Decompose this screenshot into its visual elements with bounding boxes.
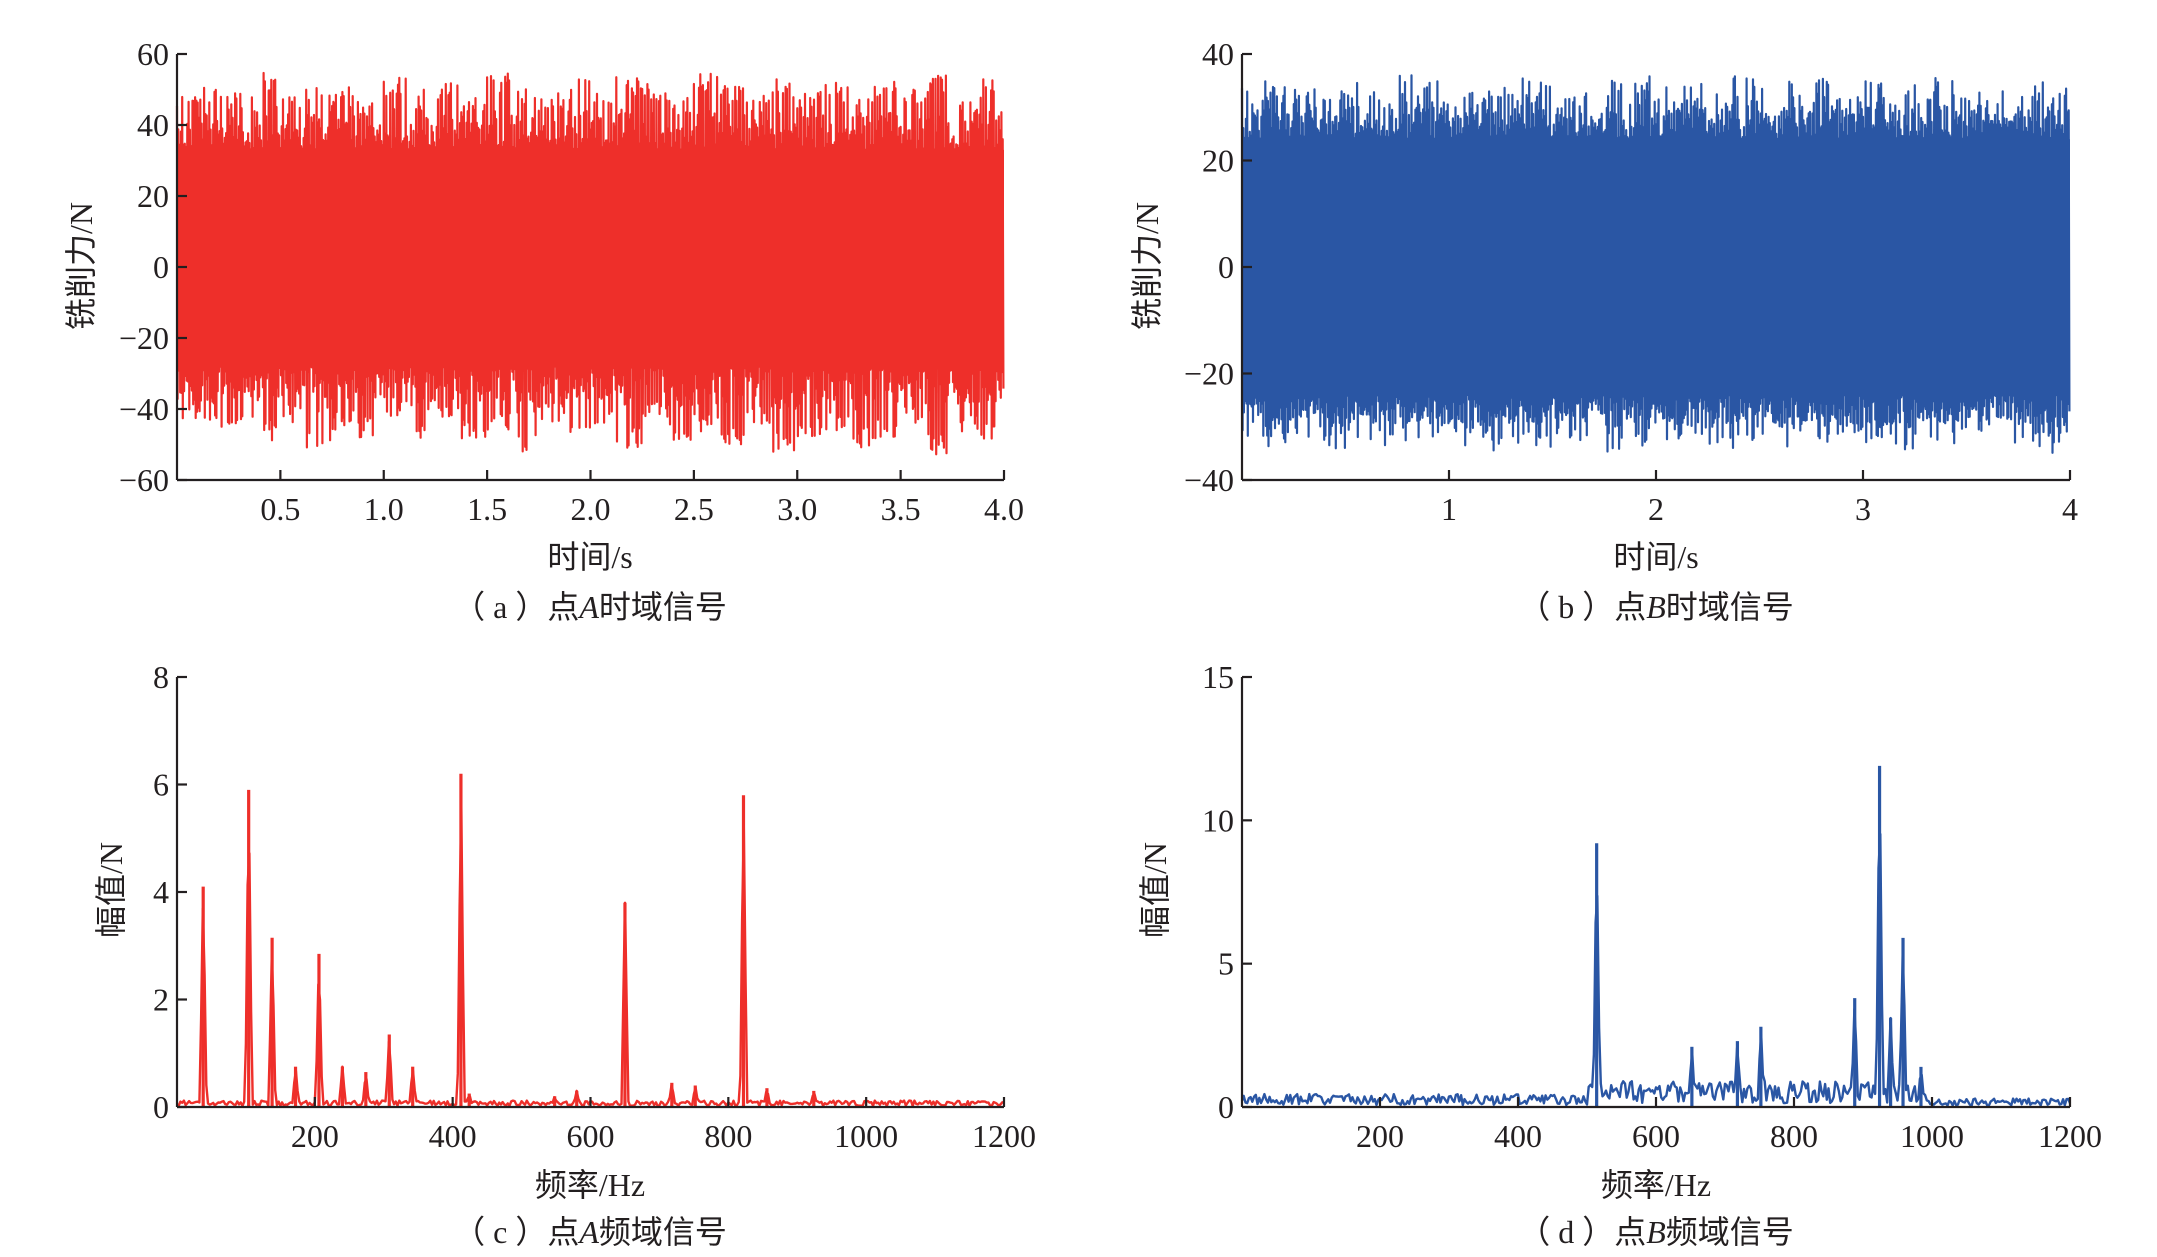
panel-b-x-tick-label: 2 [1648,491,1664,527]
panel-a: 60 40 20 0 −20 −40 −60 0.5 1.0 1.5 2.0 2.5 3.0 3.5 4.0… [63,36,1024,625]
panel-c-x-tick-label: 1200 [972,1118,1036,1154]
panel-a-y-tick-label: −40 [119,391,169,427]
panel-b-x-tick-label: 1 [1441,491,1457,527]
panel-c-y-tick-label: 4 [153,874,169,910]
panel-d-caption-suffix: 频域信号 [1666,1214,1794,1250]
panel-b-x-tick-label: 3 [1855,491,1871,527]
panel-c-x-tick-label: 200 [291,1118,339,1154]
panel-d-x-tick-label: 400 [1494,1118,1542,1154]
panel-d-spectrum-line [1240,832,2072,1107]
panel-d-x-tick-label: 800 [1770,1118,1818,1154]
panel-a-caption-prefix: （ a ）点 [453,589,579,625]
panel-d-caption: （ d ）点B频域信号 [1518,1214,1794,1250]
panel-d-caption-prefix: （ d ）点 [1518,1214,1646,1250]
panel-a-signal-line [175,71,1005,456]
panel-b-axes: 40 20 0 −20 −40 1 2 3 4 [1184,36,2078,527]
panel-c-x-tick-label: 1000 [834,1118,898,1154]
panel-c-x-tick-label: 400 [429,1118,477,1154]
panel-a-y-tick-label: 20 [137,178,169,214]
panel-b-caption-prefix: （ b ）点 [1518,589,1646,625]
panel-a-x-tick-label: 1.0 [364,491,404,527]
panel-a-caption-suffix: 时域信号 [599,589,727,625]
panel-d-ylabel: 幅值/N [1137,842,1173,938]
panel-b-series [1240,74,2071,454]
panel-b-y-tick-label: 0 [1218,249,1234,285]
panel-c-caption-suffix: 频域信号 [599,1214,727,1250]
panel-b-y-tick-label: −20 [1184,356,1234,392]
panel-c-x-tick-label: 600 [567,1118,615,1154]
panel-a-y-tick-label: 40 [137,107,169,143]
panel-c-caption: （ c ）点A频域信号 [453,1214,727,1250]
panel-d-series [1240,765,2072,1107]
panel-c-xlabel: 频率/Hz [535,1167,645,1203]
panel-c-axes: 8 6 4 2 0 200 400 600 800 1000 1200 [153,659,1036,1154]
panel-a-caption: （ a ）点A时域信号 [453,589,727,625]
panel-d-y-tick-label: 5 [1218,946,1234,982]
panel-c-y-tick-label: 2 [153,982,169,1018]
panel-a-x-tick-label: 4.0 [984,491,1024,527]
panel-b-signal-line [1240,74,2071,454]
panel-a-x-tick-label: 1.5 [467,491,507,527]
panel-a-series [175,71,1005,456]
panel-d-x-tick-label: 600 [1632,1118,1680,1154]
panel-a-axes: 60 40 20 0 −20 −40 −60 0.5 1.0 1.5 2.0 2.5 3.0 3.5 4.0 [119,36,1024,527]
panel-c-spectrum-line [176,805,1005,1108]
panel-d: 15 10 5 0 200 400 600 800 1000 1200 频率/Hz 幅值/N （ … [1137,659,2102,1250]
panel-d-xlabel: 频率/Hz [1601,1167,1711,1203]
panel-a-y-tick-label: 60 [137,36,169,72]
panel-b-ylabel: 铣削力/N [1129,202,1165,330]
panel-b-x-tick-label: 4 [2062,491,2078,527]
panel-c-ylabel: 幅值/N [93,842,129,938]
panel-c-x-tick-label: 800 [704,1118,752,1154]
panel-b-y-tick-label: 40 [1202,36,1234,72]
panel-b-caption-suffix: 时域信号 [1666,589,1794,625]
panel-b-y-tick-label: −40 [1184,462,1234,498]
panel-a-y-tick-label: −20 [119,320,169,356]
panel-b-caption-point: B [1646,589,1666,625]
panel-d-axes: 15 10 5 0 200 400 600 800 1000 1200 [1202,659,2102,1154]
panel-a-caption-point: A [577,589,599,625]
panel-c-caption-prefix: （ c ）点 [453,1214,579,1250]
panel-a-x-tick-label: 2.5 [674,491,714,527]
panel-a-x-tick-label: 2.0 [571,491,611,527]
panel-a-x-tick-label: 3.5 [881,491,921,527]
panel-b: 40 20 0 −20 −40 1 2 3 4 时间/s 铣削力/N （ b ）点B时域信号 [1129,36,2078,625]
panel-d-x-tick-label: 1000 [1900,1118,1964,1154]
panel-a-x-tick-label: 3.0 [777,491,817,527]
panel-d-caption-point: B [1646,1214,1666,1250]
panel-a-x-tick-label: 0.5 [260,491,300,527]
panel-d-x-tick-label: 1200 [2038,1118,2102,1154]
panel-d-y-tick-label: 10 [1202,802,1234,838]
panel-c-series [176,773,1005,1108]
panel-c-y-tick-label: 8 [153,659,169,695]
panel-a-ylabel: 铣削力/N [63,202,99,330]
panel-d-x-tick-label: 200 [1356,1118,1404,1154]
panel-b-xlabel: 时间/s [1613,539,1698,575]
panel-c: 8 6 4 2 0 200 400 600 800 1000 1200 频率/Hz 幅值/N （ c… [93,659,1036,1250]
panel-a-y-tick-label: 0 [153,249,169,285]
panel-b-caption: （ b ）点B时域信号 [1518,589,1794,625]
panel-c-y-tick-label: 6 [153,767,169,803]
panel-c-caption-point: A [577,1214,599,1250]
panel-b-y-tick-label: 20 [1202,143,1234,179]
panel-c-y-tick-label: 0 [153,1089,169,1125]
panel-d-y-tick-label: 15 [1202,659,1234,695]
panel-d-y-tick-label: 0 [1218,1089,1234,1125]
panel-a-y-tick-label: −60 [119,462,169,498]
panel-a-xlabel: 时间/s [547,539,632,575]
